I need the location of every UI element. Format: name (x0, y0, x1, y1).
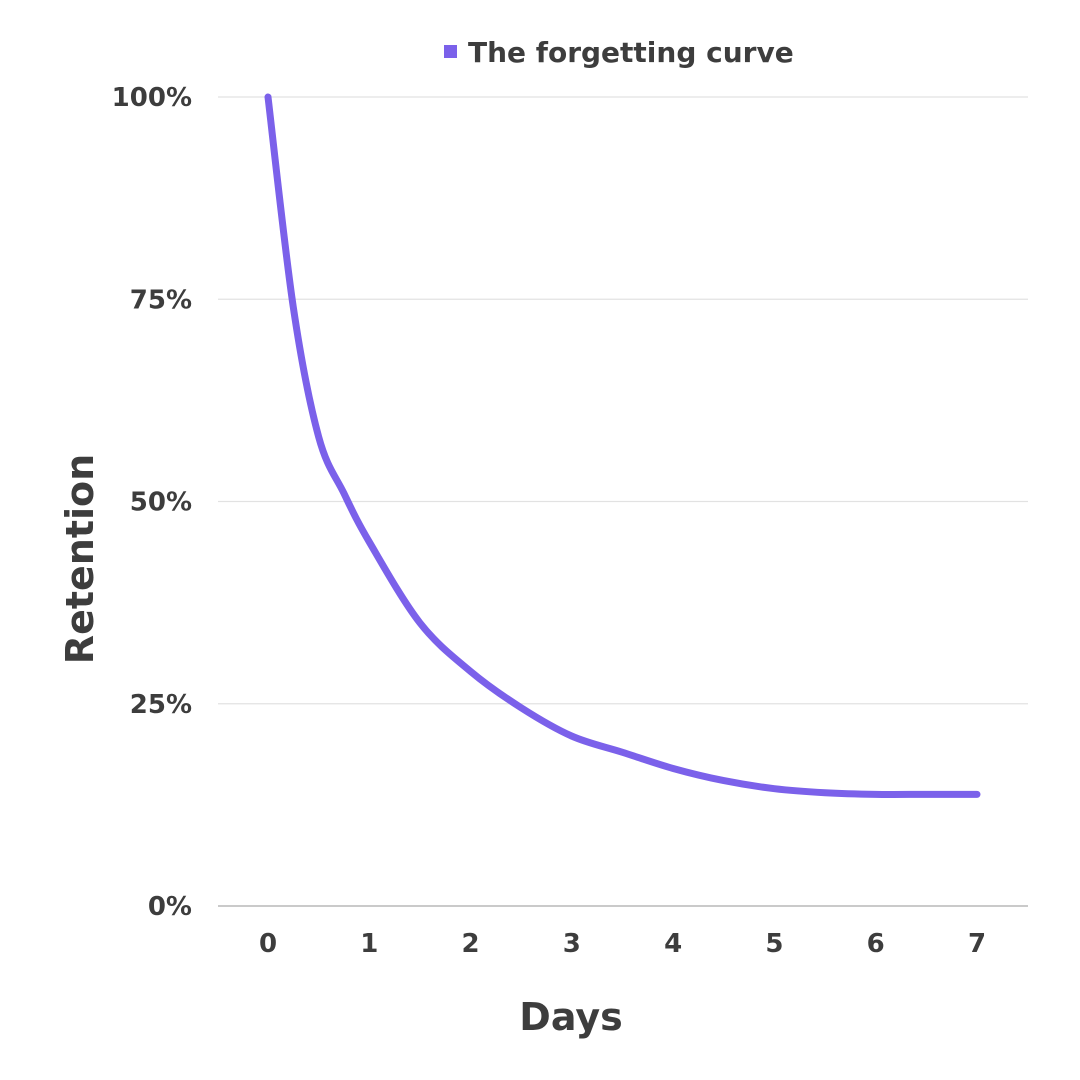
y-tick-label: 75% (130, 285, 192, 315)
x-axis-title: Days (519, 995, 622, 1039)
legend[interactable]: The forgetting curve (444, 36, 794, 69)
y-tick-label: 25% (130, 690, 192, 720)
x-tick-label: 4 (664, 929, 682, 959)
legend-swatch-icon (444, 45, 457, 58)
series-layer (264, 93, 981, 798)
y-tick-label: 100% (112, 83, 192, 113)
y-tick-label: 0% (148, 892, 192, 922)
axis-layer: 0% 25% 50% 75% 100% 0 1 2 3 4 5 6 7 (112, 83, 1028, 959)
y-axis-title: Retention (58, 454, 102, 664)
x-tick-label: 3 (563, 929, 581, 959)
legend-label: The forgetting curve (468, 36, 794, 69)
x-tick-label: 5 (765, 929, 783, 959)
x-tick-label: 1 (360, 929, 378, 959)
grid-layer (218, 96, 1028, 705)
series-line-forgetting-curve[interactable] (264, 93, 981, 798)
x-tick-label: 2 (462, 929, 480, 959)
x-tick-label: 0 (259, 929, 277, 959)
x-tick-label: 7 (968, 929, 986, 959)
x-tick-label: 6 (867, 929, 885, 959)
y-tick-label: 50% (130, 488, 192, 518)
